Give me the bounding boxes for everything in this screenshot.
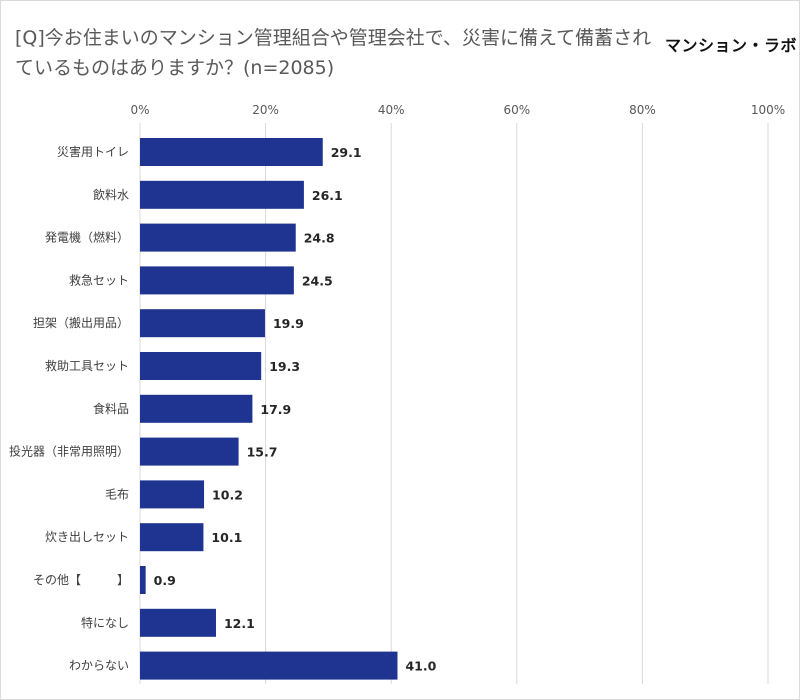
bar (140, 437, 239, 466)
data-label: 17.9 (260, 402, 291, 417)
data-label: 12.1 (224, 616, 255, 631)
x-tick-label: 80% (629, 103, 656, 117)
data-label: 41.0 (405, 659, 436, 674)
bar (140, 223, 296, 252)
data-label: 29.1 (331, 145, 362, 160)
category-label: 救急セット (69, 272, 129, 287)
category-label: 毛布 (105, 487, 129, 501)
category-label: 担架（搬出用品） (33, 315, 129, 330)
bar (140, 566, 146, 594)
x-tick-label: 20% (252, 103, 279, 117)
bar (140, 480, 205, 509)
bar (140, 180, 304, 209)
data-label: 10.2 (212, 487, 243, 502)
bar (140, 352, 262, 380)
bar (140, 523, 204, 552)
x-tick-label: 60% (503, 103, 530, 117)
data-label: 19.3 (269, 359, 300, 374)
data-label: 10.1 (211, 530, 242, 545)
data-label: 26.1 (312, 188, 343, 203)
category-label: 救助工具セット (45, 358, 129, 373)
data-label: 15.7 (247, 445, 278, 460)
category-label: 発電機（燃料） (45, 230, 129, 245)
category-label: わからない (69, 659, 129, 673)
bar (140, 608, 216, 637)
category-label: 炊き出しセット (45, 530, 129, 544)
bar (140, 651, 398, 680)
data-label: 24.5 (302, 273, 333, 288)
category-label: 投光器（非常用照明） (9, 444, 129, 459)
category-label: 飲料水 (93, 187, 129, 202)
x-tick-label: 100% (751, 103, 785, 117)
data-label: 19.9 (273, 316, 304, 331)
category-label: 災害用トイレ (57, 144, 129, 159)
x-tick-label: 0% (130, 103, 149, 117)
category-label: 特になし (81, 615, 129, 630)
bar (140, 266, 294, 295)
x-tick-label: 40% (378, 103, 405, 117)
bar (140, 138, 323, 166)
chart-title: [Q]今お住まいのマンション管理組合や管理会社で、災害に備えて備蓄されているもの… (15, 27, 652, 79)
data-label: 0.9 (154, 573, 176, 588)
category-label: 食料品 (93, 401, 129, 416)
brand-logo: マンション・ラボ (665, 36, 798, 55)
data-label: 24.8 (304, 231, 335, 246)
bar (140, 309, 265, 338)
bar (140, 394, 253, 423)
category-label: その他【 】 (33, 573, 129, 587)
